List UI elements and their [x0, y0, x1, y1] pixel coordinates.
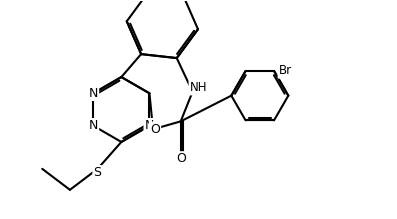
Text: N: N	[145, 119, 154, 132]
Text: N: N	[89, 119, 98, 132]
Text: NH: NH	[190, 81, 207, 94]
Text: O: O	[150, 123, 160, 136]
Text: O: O	[176, 152, 186, 165]
Text: N: N	[89, 87, 98, 100]
Text: Br: Br	[279, 64, 292, 78]
Text: S: S	[94, 166, 102, 179]
